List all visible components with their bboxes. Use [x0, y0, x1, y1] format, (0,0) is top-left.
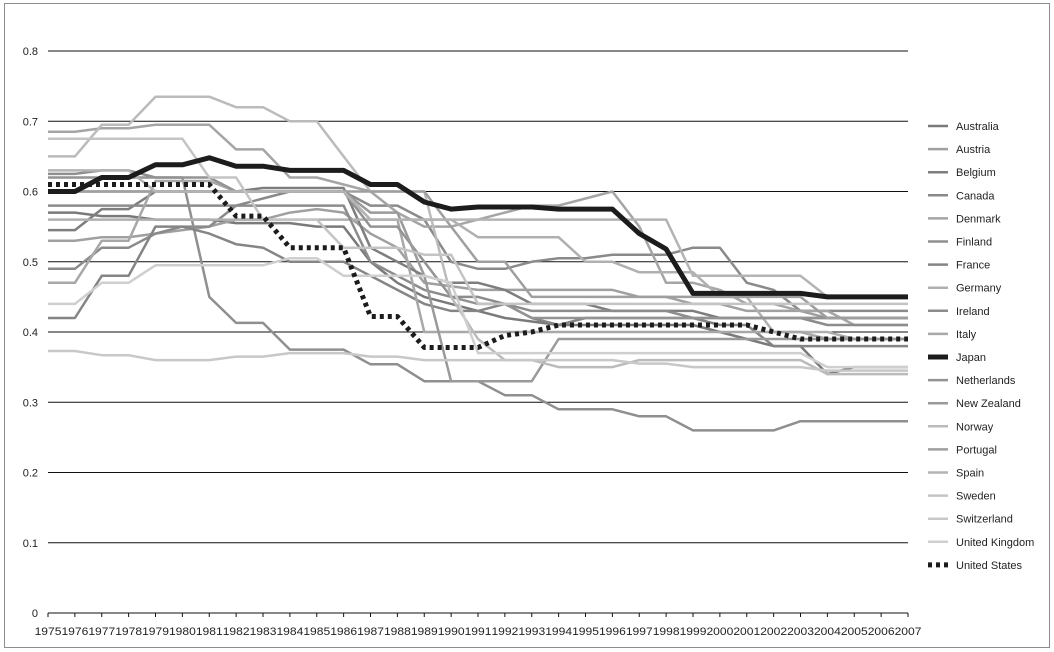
- x-tick-label: 1977: [88, 626, 115, 638]
- series-line-sweden: [48, 137, 908, 306]
- series-line-japan: [48, 155, 908, 300]
- x-tick-label: 1976: [61, 626, 88, 638]
- legend-label: United States: [956, 560, 1023, 572]
- series-line-canada: [48, 190, 908, 313]
- x-tick-label: 1990: [438, 626, 465, 638]
- x-tick-label: 1995: [572, 626, 599, 638]
- legend-label: Spain: [956, 468, 984, 480]
- x-tick-label: 2006: [868, 626, 895, 638]
- series-line-united-kingdom: [48, 256, 908, 369]
- series-line-germany: [48, 218, 908, 341]
- x-tick-label: 2007: [895, 626, 922, 638]
- y-tick-label: 0.7: [23, 116, 38, 128]
- x-tick-label: 1998: [653, 626, 680, 638]
- x-tick-label: 1994: [545, 626, 572, 638]
- x-tick-label: 1983: [250, 626, 277, 638]
- legend-label: Ireland: [956, 306, 990, 318]
- x-tick-label: 1975: [35, 626, 62, 638]
- y-tick-label: 0.4: [23, 327, 38, 339]
- series-line-spain: [48, 169, 908, 299]
- x-tick-label: 1999: [680, 626, 707, 638]
- y-tick-label: 0.1: [23, 538, 38, 550]
- legend-label: Japan: [956, 352, 986, 364]
- legend-label: New Zealand: [956, 398, 1021, 410]
- x-tick-label: 1985: [303, 626, 330, 638]
- x-tick-label: 2004: [814, 626, 841, 638]
- legend-label: Denmark: [956, 213, 1001, 225]
- legend-label: Australia: [956, 121, 1000, 133]
- x-tick-label: 1993: [518, 626, 545, 638]
- series-line-portugal: [48, 190, 908, 320]
- legend-label: Sweden: [956, 491, 996, 503]
- legend-label: Switzerland: [956, 514, 1013, 526]
- y-tick-label: 0.6: [23, 187, 38, 199]
- x-axis-ticks: 1975 1976 1977 1978 1979 1980 1981 1982 1983 1984…: [35, 613, 922, 638]
- x-tick-label: 1980: [169, 626, 196, 638]
- legend-label: France: [956, 260, 990, 272]
- x-tick-label: 1989: [411, 626, 438, 638]
- legend-label: Netherlands: [956, 375, 1016, 387]
- x-tick-label: 1986: [330, 626, 357, 638]
- legend-label: Belgium: [956, 167, 996, 179]
- x-tick-label: 2003: [787, 626, 814, 638]
- legend-label: Norway: [956, 421, 994, 433]
- legend-label: Canada: [956, 190, 995, 202]
- x-tick-label: 1987: [357, 626, 384, 638]
- x-tick-label: 1988: [384, 626, 411, 638]
- legend-label: Italy: [956, 329, 977, 341]
- y-tick-label: 0: [32, 608, 38, 620]
- y-tick-label: 0.5: [23, 257, 38, 269]
- x-tick-label: 2002: [760, 626, 787, 638]
- x-tick-label: 2000: [706, 626, 733, 638]
- x-tick-label: 1996: [599, 626, 626, 638]
- x-tick-label: 1984: [276, 626, 303, 638]
- y-axis-ticks: 0 0.1 0.2 0.3 0.4 0.5 0.6 0.7 0.8: [23, 46, 38, 620]
- series-line-france: [48, 225, 908, 348]
- x-tick-label: 1991: [465, 626, 492, 638]
- x-tick-label: 2005: [841, 626, 868, 638]
- x-tick-label: 1992: [491, 626, 518, 638]
- series-lines: [48, 95, 908, 432]
- legend-label: United Kingdom: [956, 537, 1034, 549]
- x-tick-label: 1982: [223, 626, 250, 638]
- legend-label: Finland: [956, 237, 992, 249]
- legend: Australia Austria Belgium Canada Denmark Finl…: [928, 121, 1034, 572]
- x-tick-label: 1981: [196, 626, 223, 638]
- x-tick-label: 1979: [142, 626, 169, 638]
- legend-label: Germany: [956, 283, 1002, 295]
- legend-label: Austria: [956, 144, 991, 156]
- series-line-switzerland: [48, 349, 908, 372]
- x-tick-label: 1997: [626, 626, 653, 638]
- x-tick-label: 1978: [115, 626, 142, 638]
- y-tick-label: 0.8: [23, 46, 38, 58]
- y-tick-label: 0.2: [23, 468, 38, 480]
- y-tick-label: 0.3: [23, 397, 38, 409]
- x-tick-label: 2001: [733, 626, 760, 638]
- legend-label: Portugal: [956, 444, 997, 456]
- series-line-united-states: [48, 182, 908, 350]
- series-line-norway: [48, 95, 908, 376]
